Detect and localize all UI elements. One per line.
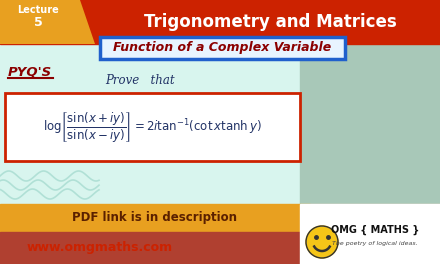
- Bar: [0, 232, 310, 264]
- Text: The poetry of logical ideas.: The poetry of logical ideas.: [332, 242, 418, 247]
- Text: www.omgmaths.com: www.omgmaths.com: [27, 242, 173, 254]
- Bar: [300, 44, 440, 216]
- FancyBboxPatch shape: [100, 37, 345, 59]
- Bar: [0, 204, 310, 232]
- Text: 5: 5: [33, 16, 42, 29]
- Text: PYQ'S: PYQ'S: [8, 65, 52, 78]
- Text: $\log\!\left[\dfrac{\sin(x+iy)}{\sin(x-iy)}\right] = 2i\tan^{-1}\!(\cot x\tanh y: $\log\!\left[\dfrac{\sin(x+iy)}{\sin(x-i…: [43, 110, 261, 144]
- Bar: [300, 204, 440, 264]
- Bar: [5, 93, 300, 161]
- Text: PDF link is in description: PDF link is in description: [73, 211, 238, 224]
- Text: OMG { MATHS }: OMG { MATHS }: [331, 225, 419, 235]
- Text: Function of a Complex Variable: Function of a Complex Variable: [113, 41, 331, 54]
- Text: Lecture: Lecture: [17, 5, 59, 15]
- Bar: [0, 0, 440, 44]
- Bar: [310, 232, 440, 264]
- Text: Prove   that: Prove that: [105, 73, 175, 87]
- Polygon shape: [0, 0, 95, 44]
- Text: Trigonometry and Matrices: Trigonometry and Matrices: [143, 13, 396, 31]
- Bar: [310, 204, 440, 232]
- Circle shape: [306, 226, 338, 258]
